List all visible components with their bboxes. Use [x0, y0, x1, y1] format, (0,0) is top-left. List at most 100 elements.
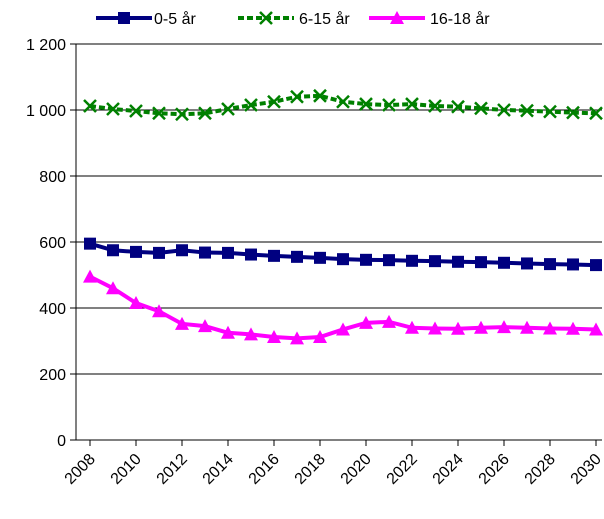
legend: 0-5 år 6-15 år 16-18 år — [96, 10, 490, 28]
data-point — [336, 94, 350, 109]
data-point — [543, 104, 557, 119]
data-point — [130, 245, 142, 258]
x-axis-ticks: 2008 2010 2012 2014 2016 2018 2020 2022 2024 2026… — [62, 451, 604, 488]
y-tick-label: 0 — [57, 433, 66, 450]
legend-label: 0-5 år — [154, 10, 196, 28]
y-tick-label: 1 200 — [26, 37, 66, 54]
data-point — [152, 304, 166, 318]
y-tick-label: 1 000 — [26, 103, 66, 120]
data-point — [590, 259, 602, 272]
data-point — [497, 103, 511, 117]
gridlines — [76, 43, 602, 375]
x-tick-label: 2016 — [246, 451, 283, 488]
data-point — [566, 321, 580, 335]
data-point — [290, 331, 304, 345]
data-point — [313, 88, 327, 103]
data-point — [153, 246, 165, 259]
x-tick-label: 2018 — [292, 451, 329, 488]
x-tick-label: 2030 — [568, 451, 604, 488]
data-point — [382, 314, 396, 328]
data-point — [83, 99, 97, 113]
data-point — [589, 322, 603, 336]
data-point — [544, 258, 556, 271]
data-point — [566, 105, 580, 120]
data-point — [451, 321, 465, 335]
data-point — [106, 102, 120, 116]
data-point — [429, 255, 441, 268]
data-point — [360, 253, 372, 266]
data-point — [244, 327, 258, 341]
x-tick-label: 2020 — [338, 451, 375, 488]
data-point — [589, 106, 603, 121]
data-point — [521, 257, 533, 270]
series-line — [89, 93, 597, 117]
data-point — [313, 330, 327, 344]
data-point — [498, 256, 510, 269]
data-point — [474, 101, 488, 116]
data-point — [567, 258, 579, 271]
x-tick-label: 2024 — [430, 451, 467, 488]
data-point — [543, 321, 557, 335]
data-point — [129, 104, 143, 118]
data-point — [106, 281, 120, 295]
x-tick-label: 2012 — [154, 451, 191, 488]
y-axis-ticks: 0 200 400 600 800 1 000 1 200 — [26, 37, 66, 450]
data-point — [382, 98, 396, 112]
data-point — [314, 251, 326, 264]
data-point — [175, 107, 189, 122]
data-point — [405, 320, 419, 334]
data-point — [198, 106, 212, 121]
data-point — [291, 250, 303, 263]
data-point — [451, 99, 465, 114]
data-point — [118, 12, 130, 24]
data-point — [267, 330, 281, 344]
x-tick-label: 2014 — [200, 451, 237, 488]
data-point — [390, 11, 404, 24]
data-point — [337, 253, 349, 266]
data-point — [245, 248, 257, 261]
data-point — [428, 99, 442, 113]
data-point — [268, 249, 280, 262]
data-point — [222, 246, 234, 259]
data-point — [359, 97, 373, 111]
x-tick-label: 2010 — [108, 451, 145, 488]
x-tick-label: 2028 — [522, 451, 559, 488]
data-point — [452, 255, 464, 268]
axes — [70, 43, 602, 446]
data-point — [221, 102, 235, 116]
data-point — [428, 321, 442, 335]
y-tick-label: 800 — [39, 169, 66, 186]
data-point — [198, 319, 212, 333]
data-point — [359, 315, 373, 329]
data-point — [267, 94, 281, 109]
data-point — [520, 103, 534, 118]
data-point — [520, 320, 534, 334]
data-point — [199, 246, 211, 259]
data-point — [405, 97, 419, 111]
y-tick-label: 400 — [39, 301, 66, 318]
x-tick-label: 2026 — [476, 451, 513, 488]
x-tick-label: 2008 — [62, 451, 99, 488]
legend-label: 16-18 år — [430, 10, 490, 28]
y-tick-label: 600 — [39, 235, 66, 252]
y-tick-label: 200 — [39, 367, 66, 384]
data-point — [176, 244, 188, 257]
data-point — [497, 320, 511, 334]
legend-label: 6-15 år — [299, 10, 350, 28]
data-point — [107, 244, 119, 257]
data-point — [475, 256, 487, 269]
data-point — [259, 11, 273, 25]
x-tick-label: 2022 — [384, 451, 421, 488]
data-point — [221, 325, 235, 339]
data-point — [129, 296, 143, 310]
data-point — [83, 269, 97, 283]
data-point — [84, 237, 96, 250]
data-point — [244, 98, 258, 112]
data-point — [175, 316, 189, 330]
data-point — [152, 106, 166, 121]
data-point — [474, 320, 488, 334]
data-point — [336, 322, 350, 336]
series-group — [83, 88, 603, 345]
data-point — [406, 254, 418, 267]
